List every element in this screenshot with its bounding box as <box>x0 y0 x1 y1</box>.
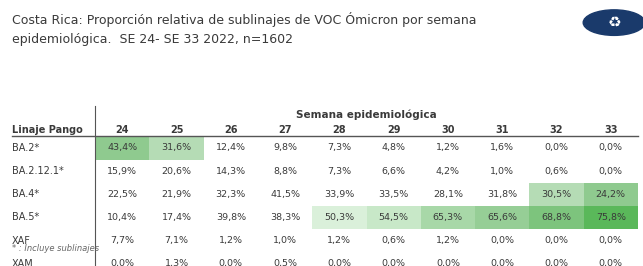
Text: 7,3%: 7,3% <box>327 143 352 152</box>
Bar <box>421 206 475 229</box>
Text: Costa Rica: Proporción relativa de sublinajes de VOC Ómicron por semana: Costa Rica: Proporción relativa de subli… <box>12 12 476 27</box>
Text: 10,4%: 10,4% <box>107 213 138 222</box>
Bar <box>475 206 529 229</box>
Circle shape <box>583 10 643 35</box>
Bar <box>367 206 421 229</box>
Bar <box>312 206 367 229</box>
Text: Semana epidemiológica: Semana epidemiológica <box>296 109 437 119</box>
Text: 50,3%: 50,3% <box>324 213 354 222</box>
Text: 20,6%: 20,6% <box>161 167 192 176</box>
Text: 4,2%: 4,2% <box>436 167 460 176</box>
Text: 27: 27 <box>278 125 292 135</box>
Text: 1,2%: 1,2% <box>436 236 460 245</box>
Text: 1,3%: 1,3% <box>165 259 188 266</box>
Text: 33,5%: 33,5% <box>379 190 409 199</box>
Text: epidemiológica.  SE 24- SE 33 2022, n=1602: epidemiológica. SE 24- SE 33 2022, n=160… <box>12 33 293 46</box>
Text: 1,2%: 1,2% <box>436 143 460 152</box>
Text: 15,9%: 15,9% <box>107 167 138 176</box>
Text: 1,0%: 1,0% <box>273 236 297 245</box>
Text: 0,6%: 0,6% <box>382 236 406 245</box>
Text: 28,1%: 28,1% <box>433 190 463 199</box>
Text: 22,5%: 22,5% <box>107 190 138 199</box>
Text: BA.4*: BA.4* <box>12 189 39 199</box>
Text: 33,9%: 33,9% <box>324 190 354 199</box>
Bar <box>584 183 638 206</box>
Text: 0,0%: 0,0% <box>490 236 514 245</box>
Bar <box>149 136 204 160</box>
Bar <box>529 206 584 229</box>
Text: 4,8%: 4,8% <box>382 143 406 152</box>
Text: 21,9%: 21,9% <box>161 190 192 199</box>
Text: BA.2.12.1*: BA.2.12.1* <box>12 166 63 176</box>
Text: * : Incluye sublinajes: * : Incluye sublinajes <box>12 244 98 253</box>
Text: ♻: ♻ <box>607 15 621 30</box>
Text: BA.2*: BA.2* <box>12 143 39 153</box>
Text: 43,4%: 43,4% <box>107 143 138 152</box>
Text: XAM: XAM <box>12 259 33 266</box>
Text: 24: 24 <box>116 125 129 135</box>
Text: 38,3%: 38,3% <box>270 213 300 222</box>
Text: 26: 26 <box>224 125 237 135</box>
Text: 8,8%: 8,8% <box>273 167 297 176</box>
Text: 41,5%: 41,5% <box>270 190 300 199</box>
Text: 7,1%: 7,1% <box>165 236 188 245</box>
Text: 0,0%: 0,0% <box>545 143 568 152</box>
Text: 0,0%: 0,0% <box>219 259 243 266</box>
Text: 30,5%: 30,5% <box>541 190 572 199</box>
Text: 39,8%: 39,8% <box>216 213 246 222</box>
Text: Linaje Pango: Linaje Pango <box>12 125 82 135</box>
Text: 17,4%: 17,4% <box>161 213 192 222</box>
Text: 0,0%: 0,0% <box>599 143 622 152</box>
Text: 0,0%: 0,0% <box>436 259 460 266</box>
Text: BA.5*: BA.5* <box>12 213 39 222</box>
Text: 0,0%: 0,0% <box>599 167 622 176</box>
Bar <box>584 206 638 229</box>
Text: 32,3%: 32,3% <box>215 190 246 199</box>
Text: 1,2%: 1,2% <box>327 236 351 245</box>
Text: 31,6%: 31,6% <box>161 143 192 152</box>
Text: 1,0%: 1,0% <box>490 167 514 176</box>
Text: 1,6%: 1,6% <box>490 143 514 152</box>
Text: 1,2%: 1,2% <box>219 236 243 245</box>
Text: 0,5%: 0,5% <box>273 259 297 266</box>
Text: 75,8%: 75,8% <box>595 213 626 222</box>
Text: 9,8%: 9,8% <box>273 143 297 152</box>
Text: 30: 30 <box>441 125 455 135</box>
Text: 0,6%: 0,6% <box>545 167 568 176</box>
Text: 68,8%: 68,8% <box>541 213 572 222</box>
Text: 33: 33 <box>604 125 617 135</box>
Text: 31: 31 <box>496 125 509 135</box>
Text: 12,4%: 12,4% <box>216 143 246 152</box>
Text: 32: 32 <box>550 125 563 135</box>
Text: 0,0%: 0,0% <box>327 259 351 266</box>
Text: 14,3%: 14,3% <box>216 167 246 176</box>
Text: 0,0%: 0,0% <box>599 236 622 245</box>
Text: 7,3%: 7,3% <box>327 167 352 176</box>
Text: 65,6%: 65,6% <box>487 213 517 222</box>
Text: 28: 28 <box>332 125 346 135</box>
Text: 65,3%: 65,3% <box>433 213 463 222</box>
Text: 25: 25 <box>170 125 183 135</box>
Text: 31,8%: 31,8% <box>487 190 517 199</box>
Text: 0,0%: 0,0% <box>490 259 514 266</box>
Text: XAF: XAF <box>12 236 30 246</box>
Text: 0,0%: 0,0% <box>111 259 134 266</box>
Text: 54,5%: 54,5% <box>379 213 409 222</box>
Text: 0,0%: 0,0% <box>599 259 622 266</box>
Text: 29: 29 <box>387 125 401 135</box>
Text: 0,0%: 0,0% <box>545 236 568 245</box>
Text: 6,6%: 6,6% <box>382 167 406 176</box>
Text: 7,7%: 7,7% <box>111 236 134 245</box>
Text: 24,2%: 24,2% <box>595 190 626 199</box>
Text: 0,0%: 0,0% <box>382 259 406 266</box>
Text: 0,0%: 0,0% <box>545 259 568 266</box>
Bar <box>529 183 584 206</box>
Bar <box>95 136 149 160</box>
